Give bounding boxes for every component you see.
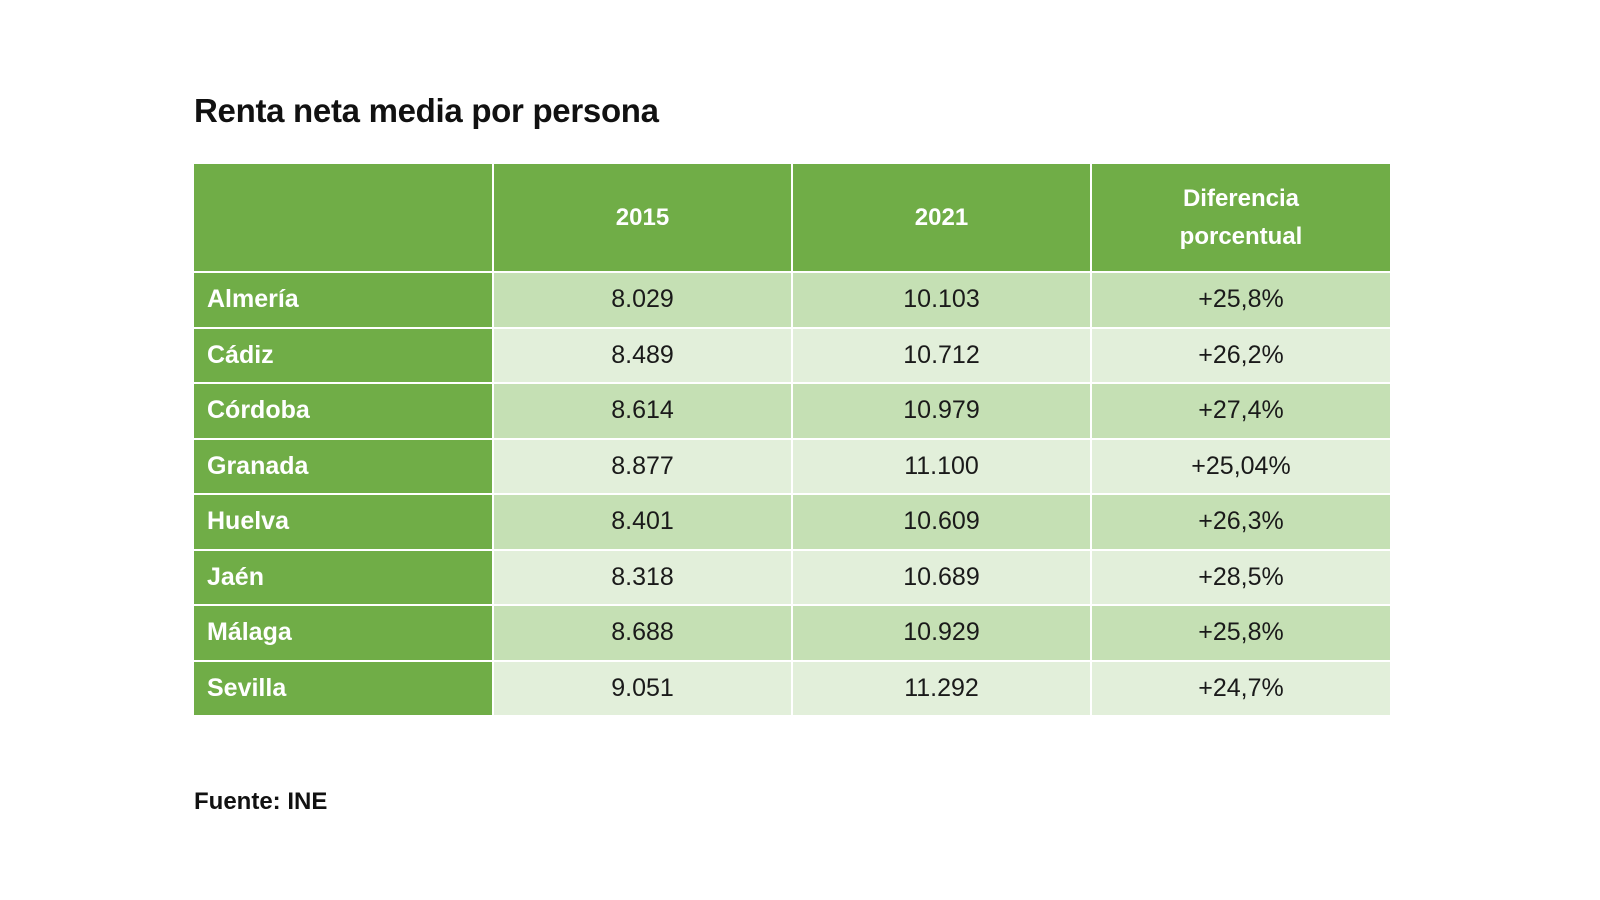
- diff-cell: +26,2%: [1090, 326, 1390, 384]
- header-diferencia: Diferencia porcentual: [1090, 164, 1390, 273]
- table-row: Málaga 8.688 10.929 +25,8%: [194, 604, 1390, 662]
- source-note: Fuente: INE: [194, 788, 328, 815]
- province-cell: Córdoba: [194, 382, 494, 440]
- value-2021-cell: 11.292: [791, 659, 1092, 715]
- value-2021-cell: 11.100: [791, 437, 1092, 495]
- province-cell: Jaén: [194, 548, 494, 606]
- diff-cell: +25,8%: [1090, 271, 1390, 329]
- province-cell: Cádiz: [194, 326, 494, 384]
- table-title: Renta neta media por persona: [194, 92, 659, 129]
- province-cell: Málaga: [194, 604, 494, 662]
- table-row: Huelva 8.401 10.609 +26,3%: [194, 493, 1390, 551]
- diff-cell: +25,04%: [1090, 437, 1390, 495]
- diff-cell: +24,7%: [1090, 659, 1390, 715]
- value-2021-cell: 10.979: [791, 382, 1092, 440]
- value-2015-cell: 8.489: [492, 326, 793, 384]
- header-2021: 2021: [791, 164, 1092, 273]
- value-2015-cell: 8.029: [492, 271, 793, 329]
- header-2015: 2015: [492, 164, 793, 273]
- value-2015-cell: 8.877: [492, 437, 793, 495]
- diff-cell: +28,5%: [1090, 548, 1390, 606]
- table-row: Granada 8.877 11.100 +25,04%: [194, 437, 1390, 495]
- value-2021-cell: 10.609: [791, 493, 1092, 551]
- province-cell: Almería: [194, 271, 494, 329]
- value-2021-cell: 10.712: [791, 326, 1092, 384]
- header-row: 2015 2021 Diferencia porcentual: [194, 164, 1390, 273]
- value-2015-cell: 8.614: [492, 382, 793, 440]
- province-cell: Huelva: [194, 493, 494, 551]
- value-2021-cell: 10.689: [791, 548, 1092, 606]
- province-cell: Granada: [194, 437, 494, 495]
- table-row: Córdoba 8.614 10.979 +27,4%: [194, 382, 1390, 440]
- value-2015-cell: 9.051: [492, 659, 793, 715]
- table-row: Cádiz 8.489 10.712 +26,2%: [194, 326, 1390, 384]
- province-cell: Sevilla: [194, 659, 494, 715]
- diff-cell: +26,3%: [1090, 493, 1390, 551]
- diff-cell: +27,4%: [1090, 382, 1390, 440]
- table-row: Jaén 8.318 10.689 +28,5%: [194, 548, 1390, 606]
- value-2021-cell: 10.929: [791, 604, 1092, 662]
- value-2015-cell: 8.401: [492, 493, 793, 551]
- value-2021-cell: 10.103: [791, 271, 1092, 329]
- income-table: 2015 2021 Diferencia porcentual Almería 8…: [194, 164, 1390, 715]
- diff-cell: +25,8%: [1090, 604, 1390, 662]
- value-2015-cell: 8.318: [492, 548, 793, 606]
- value-2015-cell: 8.688: [492, 604, 793, 662]
- table-row: Almería 8.029 10.103 +25,8%: [194, 271, 1390, 329]
- table-row: Sevilla 9.051 11.292 +24,7%: [194, 659, 1390, 715]
- header-empty: [194, 164, 494, 273]
